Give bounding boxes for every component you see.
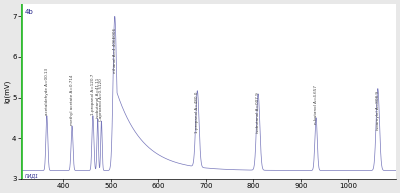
Text: methyl acetate A=0.714: methyl acetate A=0.714 <box>70 74 74 125</box>
Text: 1-propanol A=120.7: 1-propanol A=120.7 <box>91 73 95 115</box>
Text: isobutanol A=007.9: isobutanol A=007.9 <box>256 92 260 133</box>
Y-axis label: lg(mV): lg(mV) <box>4 80 11 103</box>
Text: isoamylol A=808.9: isoamylol A=808.9 <box>376 91 380 130</box>
Text: ethanol A=4.406E006: ethanol A=4.406E006 <box>113 28 117 73</box>
Text: 1-propanol A=480.0: 1-propanol A=480.0 <box>195 92 199 133</box>
Text: n-butanol A=4.657: n-butanol A=4.657 <box>314 85 318 124</box>
Text: isobutanol A=41.11: isobutanol A=41.11 <box>96 78 100 118</box>
Text: acetaldehyde A=00.13: acetaldehyde A=00.13 <box>45 67 49 115</box>
Text: 4b: 4b <box>24 9 33 15</box>
Text: Caproanol A=0.5120: Caproanol A=0.5120 <box>100 78 104 121</box>
Text: ПИД1: ПИД1 <box>24 173 39 178</box>
